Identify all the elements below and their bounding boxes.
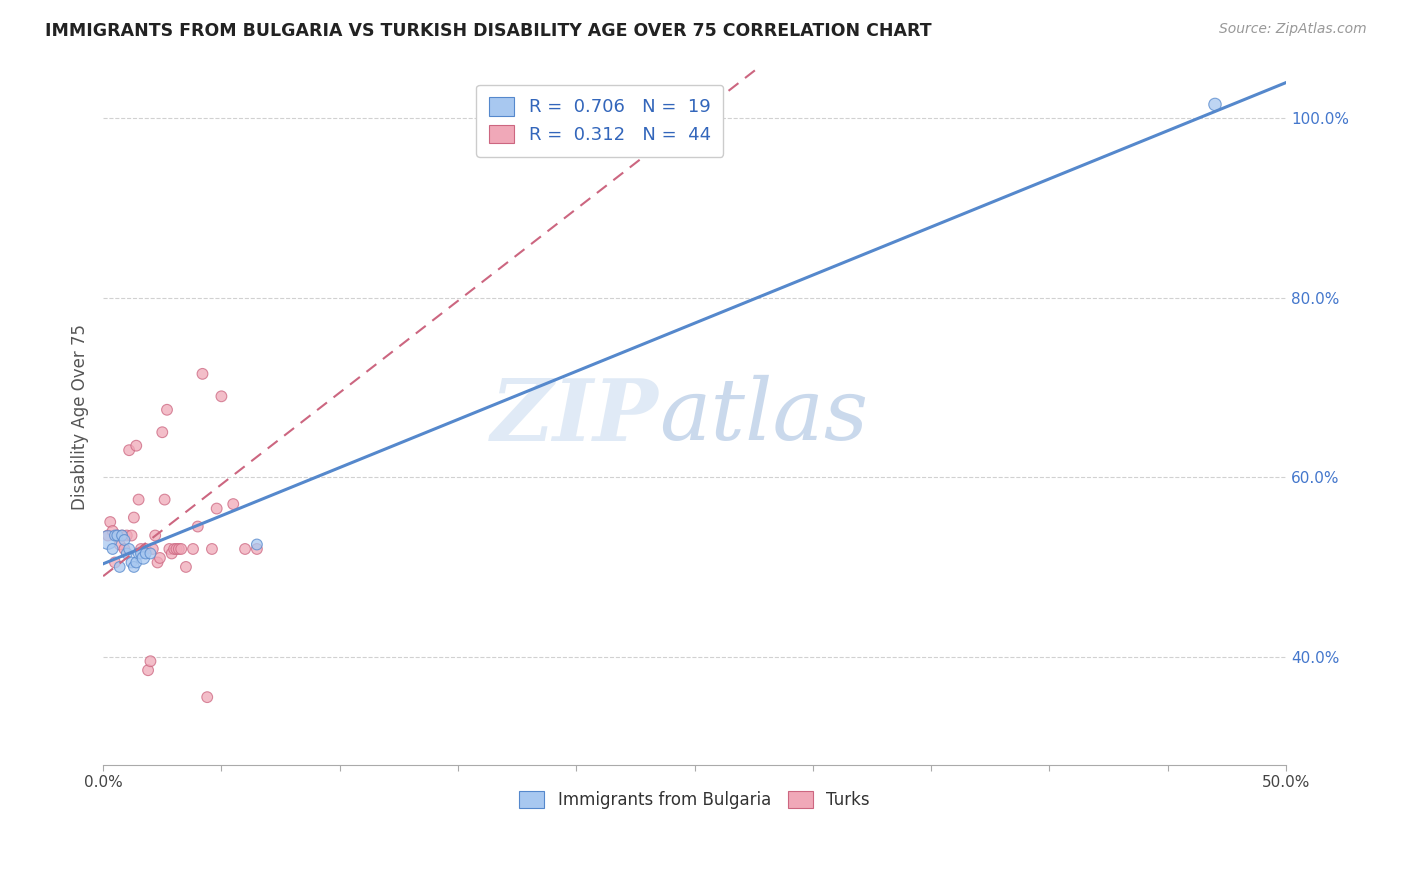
Legend: Immigrants from Bulgaria, Turks: Immigrants from Bulgaria, Turks [513, 784, 876, 815]
Point [104, 556, 127, 570]
Point [157, 541, 180, 556]
Point [122, 560, 145, 574]
Text: atlas: atlas [659, 376, 868, 458]
Point [166, 541, 188, 556]
Text: Source: ZipAtlas.com: Source: ZipAtlas.com [1219, 22, 1367, 37]
Point [129, 541, 152, 556]
Point [98, 515, 121, 529]
Point [104, 528, 127, 542]
Point [163, 541, 186, 556]
Point [205, 501, 228, 516]
Point [132, 551, 155, 566]
Point [195, 690, 218, 705]
Text: ZIP: ZIP [491, 375, 659, 458]
Point [160, 546, 183, 560]
Text: IMMIGRANTS FROM BULGARIA VS TURKISH DISABILITY AGE OVER 75 CORRELATION CHART: IMMIGRANTS FROM BULGARIA VS TURKISH DISA… [45, 22, 932, 40]
Point [125, 556, 148, 570]
Point [118, 443, 141, 458]
Point [153, 492, 176, 507]
Point [233, 541, 256, 556]
Point [146, 556, 169, 570]
Point [143, 528, 166, 542]
Point [115, 528, 138, 542]
Point [541, 142, 564, 156]
Point [115, 546, 138, 560]
Point [672, 97, 695, 112]
Point [1204, 97, 1226, 112]
Point [122, 510, 145, 524]
Point [246, 537, 269, 551]
Point [118, 541, 141, 556]
Point [156, 402, 179, 417]
Point [170, 541, 193, 556]
Point [191, 367, 214, 381]
Point [187, 519, 209, 533]
Point [246, 541, 269, 556]
Point [136, 663, 159, 677]
Point [112, 533, 135, 547]
Point [105, 528, 128, 542]
Y-axis label: Disability Age Over 75: Disability Age Over 75 [72, 324, 89, 509]
Point [139, 654, 162, 668]
Point [125, 439, 148, 453]
Point [121, 528, 143, 542]
Point [97, 528, 120, 542]
Point [112, 541, 135, 556]
Point [101, 541, 124, 556]
Point [135, 541, 157, 556]
Point [201, 541, 224, 556]
Point [139, 546, 162, 560]
Point [108, 560, 131, 574]
Point [142, 541, 165, 556]
Point [167, 541, 190, 556]
Point [108, 537, 131, 551]
Point [105, 528, 128, 542]
Point [111, 528, 134, 542]
Point [129, 546, 152, 560]
Point [111, 528, 134, 542]
Point [121, 556, 143, 570]
Point [97, 533, 120, 547]
Point [128, 492, 150, 507]
Point [181, 541, 204, 556]
Point [135, 546, 157, 560]
Point [149, 551, 172, 566]
Point [174, 560, 197, 574]
Point [128, 546, 150, 560]
Point [209, 389, 232, 403]
Point [222, 497, 245, 511]
Point [101, 524, 124, 538]
Point [150, 425, 173, 440]
